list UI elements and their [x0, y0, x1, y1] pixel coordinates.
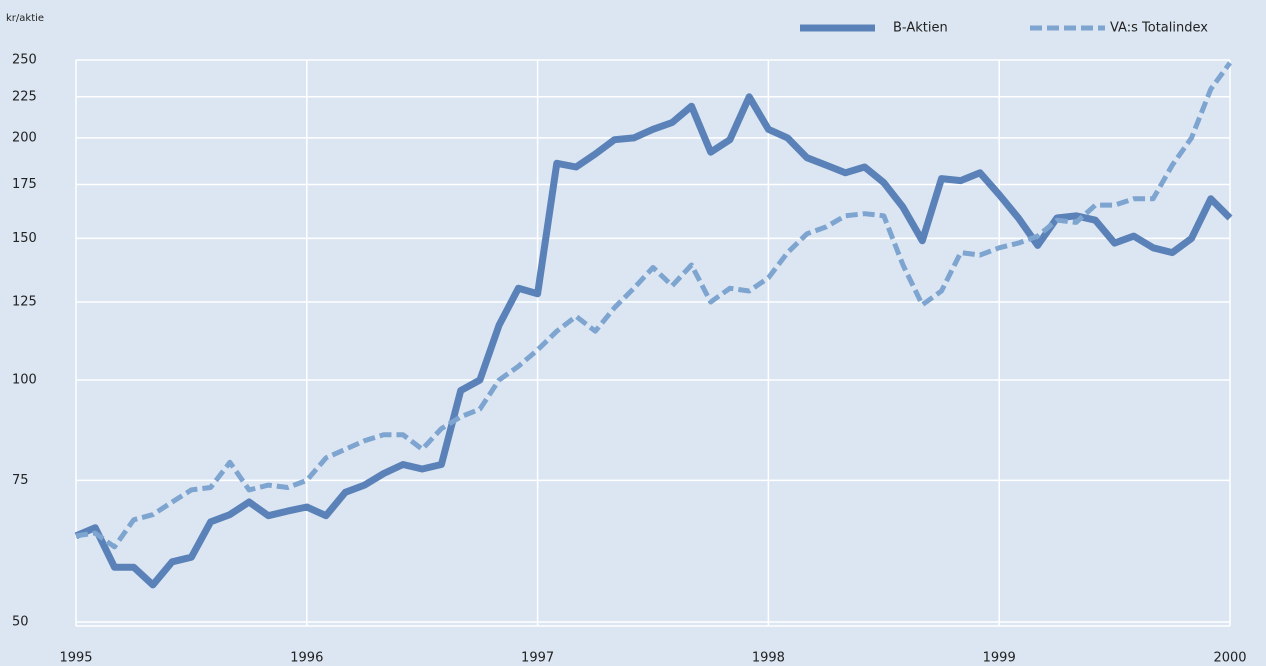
x-tick-label: 1997	[521, 651, 554, 666]
legend-label: VA:s Totalindex	[1110, 21, 1208, 36]
x-tick-label: 2000	[1213, 651, 1246, 666]
y-tick-label: 225	[12, 89, 37, 104]
y-tick-label: 250	[12, 53, 37, 68]
y-tick-label: 100	[12, 372, 37, 387]
y-tick-label: 150	[12, 231, 37, 246]
series-line	[75, 61, 1233, 550]
y-tick-label: 50	[12, 615, 29, 630]
y-axis-label: kr/aktie	[6, 13, 44, 24]
x-tick-label: 1999	[983, 651, 1016, 666]
y-tick-label: 75	[12, 473, 29, 488]
x-tick-label: 1996	[290, 651, 323, 666]
y-tick-label: 125	[12, 295, 37, 310]
series-line	[74, 93, 1233, 589]
x-tick-label: 1998	[752, 651, 785, 666]
y-tick-label: 175	[12, 177, 37, 192]
x-tick-label: 1995	[59, 651, 92, 666]
y-tick-label: 200	[12, 130, 37, 145]
legend-label: B-Aktien	[893, 21, 948, 36]
